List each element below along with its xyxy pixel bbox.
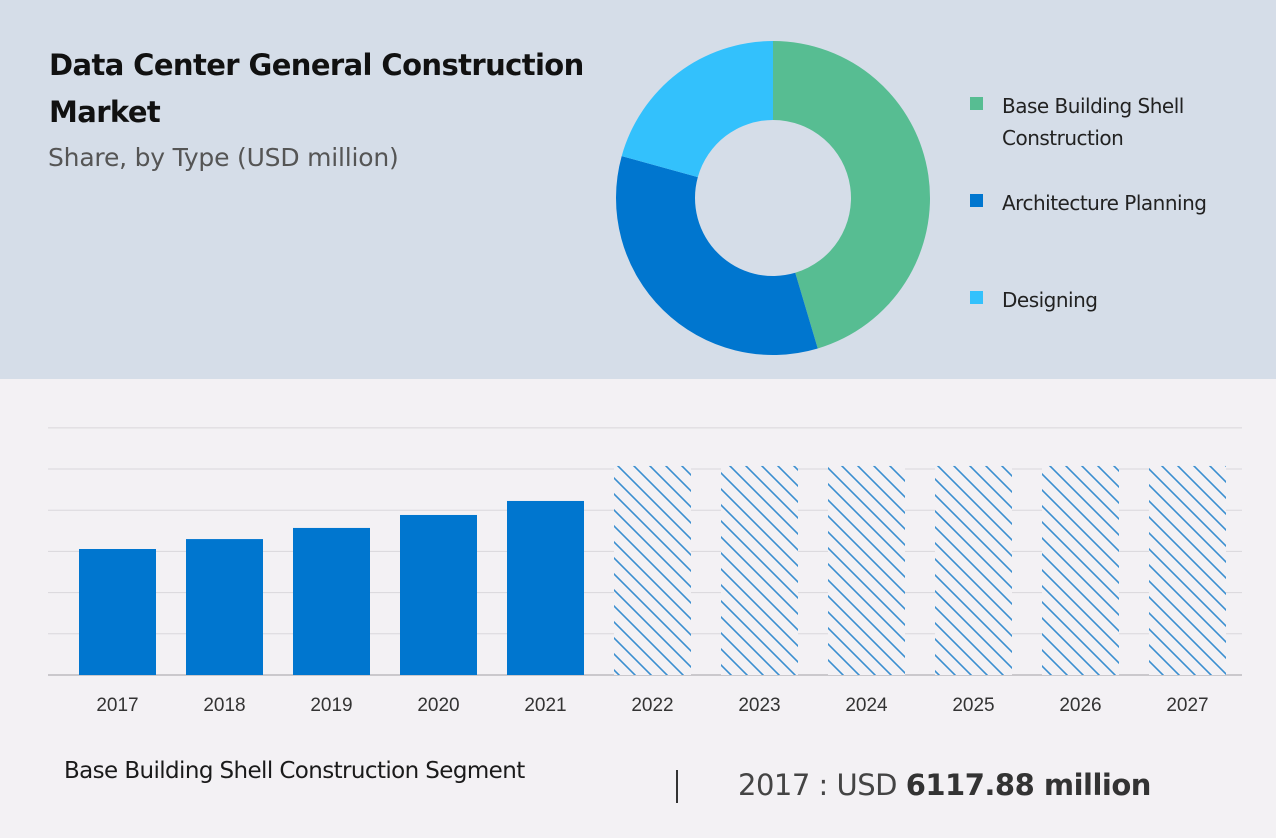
chart-title: Data Center General Construction Market	[49, 48, 584, 129]
segment-label: Base Building Shell Construction Segment	[64, 758, 525, 784]
footer-divider	[676, 770, 678, 803]
donut-chart	[616, 41, 930, 355]
x-tick-label: 2019	[310, 695, 352, 716]
x-tick-label: 2020	[417, 695, 459, 716]
x-tick-label: 2024	[845, 695, 888, 716]
x-tick-label: 2027	[1166, 695, 1208, 716]
x-tick-label: 2026	[1059, 695, 1101, 716]
bar-chart: 2017 2018 2019 2020 2021 2022 2023 2024 2025 2026…	[48, 427, 1242, 716]
bar-forecast-2023	[721, 465, 798, 675]
x-tick-label: 2018	[203, 695, 245, 716]
legend-item-base-building: Base Building Shell Construction	[970, 90, 1252, 154]
legend-item-architecture-planning: Architecture Planning	[970, 187, 1252, 219]
x-tick-label: 2023	[738, 695, 780, 716]
x-tick-label: 2022	[631, 695, 673, 716]
chart-subtitle: Share, by Type (USD million)	[48, 143, 399, 172]
legend-label: Designing	[1002, 288, 1098, 312]
bar-forecast-2024	[828, 465, 905, 675]
x-tick-label: 2017	[96, 695, 138, 716]
bar-2020	[400, 514, 477, 675]
legend-label: Architecture Planning	[1002, 191, 1207, 215]
bar-2021	[507, 500, 584, 675]
legend-swatch-architecture-planning	[970, 194, 983, 207]
bar-forecast-2027	[1149, 465, 1226, 675]
donut-slice-architecture-planning	[616, 156, 818, 355]
bar-2019	[293, 527, 370, 675]
segment-year-prefix: 2017 : USD	[738, 768, 897, 802]
bar-forecast-2026	[1042, 465, 1119, 675]
legend-label: Base Building Shell Construction	[1002, 94, 1184, 150]
x-tick-label: 2025	[952, 695, 994, 716]
bar-forecast-2022	[614, 465, 691, 675]
bar-forecast-2025	[935, 465, 1012, 675]
segment-value: 2017 : USD 6117.88 million	[738, 768, 1151, 802]
donut-slice-base-building	[773, 41, 930, 349]
bar-2017	[79, 549, 156, 675]
legend-swatch-base-building	[970, 97, 983, 110]
bar-2018	[186, 539, 263, 675]
segment-value-amount: 6117.88 million	[905, 768, 1152, 802]
x-tick-label: 2021	[524, 695, 566, 716]
legend-swatch-designing	[970, 291, 983, 304]
donut-slice-designing	[621, 41, 773, 178]
legend-item-designing: Designing	[970, 284, 1252, 316]
